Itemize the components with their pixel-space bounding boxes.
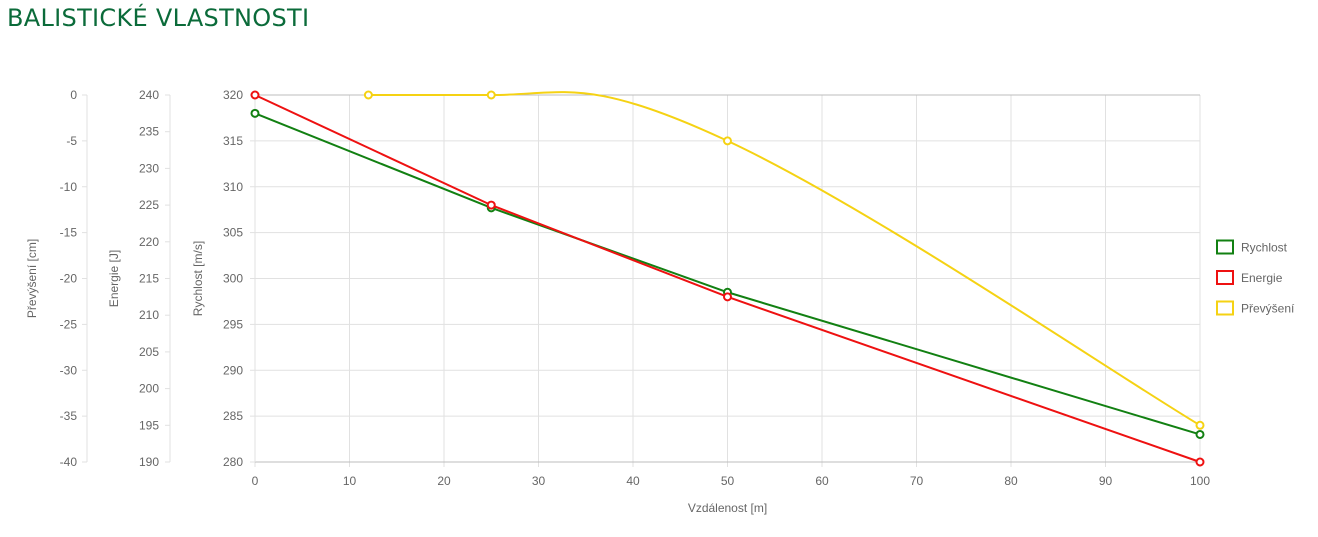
energy-tick-label: 225	[139, 198, 159, 212]
legend-label: Rychlost	[1241, 241, 1288, 255]
drop-series-point[interactable]	[723, 136, 732, 146]
velocity-tick-label: 285	[223, 409, 243, 423]
page-title: BALISTICKÉ VLASTNOSTI	[7, 4, 310, 32]
drop-tick-label: -10	[60, 180, 78, 194]
drop-series-point[interactable]	[363, 90, 373, 100]
x-tick-label: 80	[1004, 474, 1018, 488]
x-tick-label: 100	[1190, 474, 1210, 488]
energy-series-point[interactable]	[486, 200, 496, 210]
drop-tick-label: -25	[60, 317, 78, 331]
drop-tick-label: -20	[60, 272, 78, 286]
energy-tick-label: 240	[139, 88, 159, 102]
energy-tick-label: 200	[139, 382, 159, 396]
legend-swatch	[1216, 300, 1234, 316]
velocity-tick-label: 280	[223, 455, 243, 469]
x-tick-label: 40	[626, 474, 640, 488]
x-tick-label: 90	[1099, 474, 1113, 488]
velocity-tick-label: 315	[223, 134, 243, 148]
legend-item-energy[interactable]: Energie	[1216, 270, 1283, 285]
velocity-tick-label: 320	[223, 88, 243, 102]
velocity-tick-label: 300	[223, 272, 243, 286]
x-tick-label: 10	[343, 474, 357, 488]
legend-label: Převýšení	[1241, 302, 1295, 316]
drop-series-point[interactable]	[486, 90, 496, 100]
velocity-series-point[interactable]	[250, 108, 260, 118]
energy-series-line	[254, 94, 1201, 463]
legend-swatch	[1216, 239, 1234, 255]
energy-series-point[interactable]	[250, 90, 260, 100]
energy-tick-label: 195	[139, 418, 159, 432]
velocity-tick-label: 295	[223, 317, 243, 331]
legend-item-drop[interactable]: Převýšení	[1216, 300, 1295, 316]
velocity-tick-label: 290	[223, 363, 243, 377]
drop-tick-label: -15	[60, 226, 78, 240]
drop-series-line	[368, 91, 1201, 427]
chart-axes: 0 10 20 30 40 50 60 70 80 90 100 320 315 310 305 300 295…	[25, 88, 1210, 515]
energy-tick-label: 220	[139, 235, 159, 249]
drop-tick-label: -5	[66, 134, 77, 148]
x-tick-label: 0	[252, 474, 259, 488]
drop-tick-label: 0	[70, 88, 77, 102]
energy-tick-label: 215	[139, 272, 159, 286]
drop-series	[363, 90, 1205, 430]
velocity-tick-label: 305	[223, 226, 243, 240]
x-tick-label: 30	[532, 474, 546, 488]
drop-series-point[interactable]	[1195, 420, 1205, 430]
x-tick-label: 50	[721, 474, 735, 488]
x-tick-label: 60	[815, 474, 829, 488]
energy-series-point[interactable]	[1195, 457, 1205, 467]
drop-tick-label: -40	[60, 455, 78, 469]
legend-label: Energie	[1241, 271, 1283, 285]
legend-item-velocity[interactable]: Rychlost	[1216, 239, 1288, 255]
velocity-tick-label: 310	[223, 180, 243, 194]
energy-series	[250, 90, 1205, 467]
drop-tick-label: -35	[60, 409, 78, 423]
chart-legend[interactable]: Rychlost Energie Převýšení	[1216, 239, 1295, 316]
energy-tick-label: 190	[139, 455, 159, 469]
energy-tick-label: 230	[139, 161, 159, 175]
velocity-series-point[interactable]	[1195, 429, 1205, 439]
drop-axis-title: Převýšení [cm]	[25, 239, 39, 318]
chart-series	[250, 90, 1205, 467]
energy-series-point[interactable]	[723, 292, 732, 302]
legend-swatch	[1216, 270, 1234, 285]
x-axis-title: Vzdálenost [m]	[688, 501, 767, 515]
energy-axis-title: Energie [J]	[107, 250, 121, 307]
velocity-axis-title: Rychlost [m/s]	[191, 241, 205, 316]
drop-tick-label: -30	[60, 363, 78, 377]
energy-tick-label: 210	[139, 308, 159, 322]
chart-grid	[250, 94, 1201, 467]
x-tick-label: 70	[910, 474, 924, 488]
x-tick-label: 20	[437, 474, 451, 488]
energy-tick-label: 205	[139, 345, 159, 359]
energy-tick-label: 235	[139, 125, 159, 139]
